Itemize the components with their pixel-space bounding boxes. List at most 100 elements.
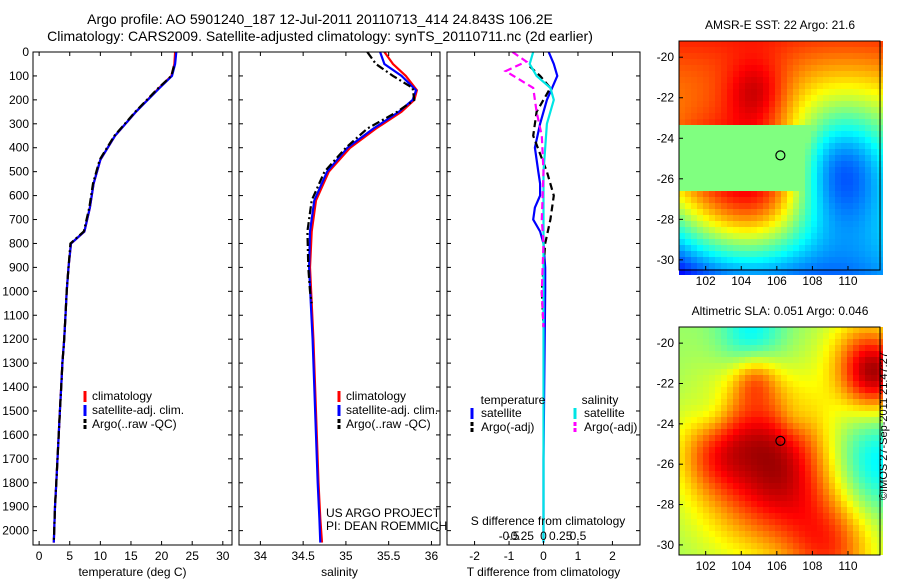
sla_map-cell (871, 537, 877, 543)
sst_map-cell (769, 155, 775, 161)
sst_map-cell (799, 269, 805, 275)
sst_map-cell (685, 59, 691, 65)
sla_map-cell (697, 345, 703, 351)
sla_map-cell (745, 339, 751, 345)
sst_map-cell (871, 41, 877, 47)
depth-tick-label: 900 (9, 260, 29, 274)
sla_map-cell (865, 369, 871, 375)
sst_map-cell (703, 71, 709, 77)
sst_map-cell (757, 107, 763, 113)
sst_map-cell (715, 197, 721, 203)
sst_map-cell (853, 215, 859, 221)
sla_map-cell (751, 417, 757, 423)
sla_map-cell (715, 375, 721, 381)
sla_map-cell (817, 519, 823, 525)
sla_map-cell (823, 423, 829, 429)
sst_map-ytick-label: -26 (657, 172, 675, 186)
sla_map-cell (811, 375, 817, 381)
sst_map-cell (775, 257, 781, 263)
sla_map-cell (787, 471, 793, 477)
sla_map-cell (775, 453, 781, 459)
sst_map-cell (751, 239, 757, 245)
sst_map-cell (769, 113, 775, 119)
sla_map-cell (709, 363, 715, 369)
sla_map-cell (709, 339, 715, 345)
sst_map-cell (799, 155, 805, 161)
temperature-legend-label: satellite-adj. clim. (92, 403, 184, 417)
sla_map-cell (691, 543, 697, 549)
sst_map-cell (697, 221, 703, 227)
sst_map-cell (745, 191, 751, 197)
sst_map-cell (691, 221, 697, 227)
sla_map-cell (835, 411, 841, 417)
sla_map-cell (679, 339, 685, 345)
sla_map-cell (703, 501, 709, 507)
sst_map-cell (799, 161, 805, 167)
sla_map-cell (865, 411, 871, 417)
sst_map-cell (763, 89, 769, 95)
sla_map-cell (739, 327, 745, 333)
sst_map-cell (751, 125, 757, 131)
sla_map-cell (739, 519, 745, 525)
sst_map-cell (763, 191, 769, 197)
sla_map-cell (751, 483, 757, 489)
sst_map-cell (853, 221, 859, 227)
sst_map-cell (679, 59, 685, 65)
sst_map-cell (769, 53, 775, 59)
sst_map-cell (763, 131, 769, 137)
sla_map-cell (727, 345, 733, 351)
sla_map-cell (799, 507, 805, 513)
sla_map-cell (715, 477, 721, 483)
sla_map-cell (745, 357, 751, 363)
sla_map-cell (853, 399, 859, 405)
sla_map-cell (805, 351, 811, 357)
sla_map-cell (727, 507, 733, 513)
sla_map-cell (691, 363, 697, 369)
sst_map-cell (769, 179, 775, 185)
sla_map-cell (703, 357, 709, 363)
sla_map-cell (751, 435, 757, 441)
sst_map-cell (805, 173, 811, 179)
sla_map-cell (679, 471, 685, 477)
sla_map-cell (763, 411, 769, 417)
sla_map-cell (715, 483, 721, 489)
sla_map-cell (739, 363, 745, 369)
sla_map-cell (859, 459, 865, 465)
sst_map-cell (763, 77, 769, 83)
sst_map-cell (745, 59, 751, 65)
sla_map-cell (775, 537, 781, 543)
sst_map-cell (763, 233, 769, 239)
sla_map-cell (751, 543, 757, 549)
sst_map-cell (781, 257, 787, 263)
sst_map-cell (847, 101, 853, 107)
sst_map-cell (679, 161, 685, 167)
sla_map-cell (763, 345, 769, 351)
sla_map-cell (811, 507, 817, 513)
sst_map-cell (769, 197, 775, 203)
sst_map-cell (703, 167, 709, 173)
sst_map-cell (787, 113, 793, 119)
sla_map-cell (793, 459, 799, 465)
sst_map-cell (739, 119, 745, 125)
sst_map-cell (685, 185, 691, 191)
sst_map-cell (775, 221, 781, 227)
sst_map-cell (781, 101, 787, 107)
sla_map-cell (691, 471, 697, 477)
sst_map-cell (721, 125, 727, 131)
sst_map-cell (823, 83, 829, 89)
sla_map-cell (835, 339, 841, 345)
differences-series-3 (503, 52, 545, 328)
sla_map-cell (793, 477, 799, 483)
sla_map-cell (805, 375, 811, 381)
sst_map-cell (775, 125, 781, 131)
sst_map-cell (811, 143, 817, 149)
sla_map-cell (775, 483, 781, 489)
sst_map-cell (811, 131, 817, 137)
sla_map-cell (853, 531, 859, 537)
sla_map-cell (715, 537, 721, 543)
sla_map-cell (865, 327, 871, 333)
sla_map-cell (853, 543, 859, 549)
sla_map-cell (751, 411, 757, 417)
sla_map-cell (679, 453, 685, 459)
